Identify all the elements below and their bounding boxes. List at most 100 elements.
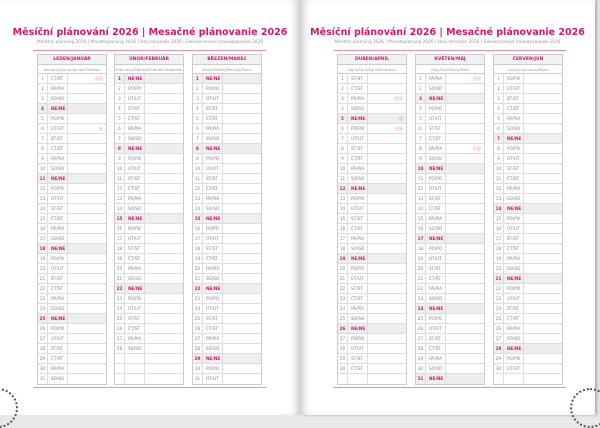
day-row[interactable]: 10 ÚT/UT [193,164,261,174]
day-row[interactable]: 21 NE/NE [494,274,562,284]
day-row[interactable]: 30 PO/PO [193,364,261,374]
day-row[interactable]: 1 PO/PO [494,74,562,84]
day-row[interactable]: 5 ÚT/UT [416,114,484,124]
day-row[interactable]: 5 ČT/ŠT [115,114,183,124]
day-row[interactable]: 22 PO/PO [494,284,562,294]
day-row[interactable]: 3 ST/ST [494,94,562,104]
day-row[interactable] [115,364,183,374]
day-row[interactable]: 9 ÚT/UT [494,154,562,164]
day-row[interactable]: 6 PÁ/PIA [115,124,183,134]
day-row[interactable]: 27 ÚT/UT [38,334,106,344]
day-row[interactable]: 28 SO/SO [115,344,183,354]
day-row[interactable]: 16 PÁ/PIA [38,224,106,234]
day-row[interactable]: 4 ČT/ŠT [494,104,562,114]
day-row[interactable]: 28 ÚT/UT [338,344,406,354]
day-row[interactable] [338,374,406,384]
day-row[interactable]: 17 SO/SO [38,234,106,244]
day-row[interactable]: 17 ÚT/UT [115,234,183,244]
day-row[interactable]: 22 ČT/ŠT [38,284,106,294]
day-row[interactable]: 8 PÁ/PIA ⓒⓢ [416,144,484,154]
day-row[interactable]: 8 ST/ST [338,144,406,154]
day-row[interactable]: 1 NE/NE [193,74,261,84]
day-row[interactable]: 29 PO/PO [494,354,562,364]
day-row[interactable]: 1 NE/NE [115,74,183,84]
day-row[interactable]: 24 NE/NE [416,304,484,314]
day-row[interactable]: 10 NE/NE [416,164,484,174]
day-row[interactable]: 15 PO/PO [494,214,562,224]
day-row[interactable]: 12 PO/PO [38,184,106,194]
day-row[interactable]: 20 PÁ/PIA [193,264,261,274]
day-row[interactable]: 8 PO/PO [494,144,562,154]
day-row[interactable]: 9 PÁ/PIA [38,154,106,164]
day-row[interactable]: 13 PÁ/PIA [193,194,261,204]
day-row[interactable]: 20 ÚT/UT [38,264,106,274]
day-row[interactable]: 6 ÚT/UT ⓢ [38,124,106,134]
day-row[interactable]: 7 SO/SO [115,134,183,144]
day-row[interactable]: 13 ST/ST [416,194,484,204]
day-row[interactable]: 30 PÁ/PIA [38,364,106,374]
day-row[interactable]: 21 ČT/ŠT [416,274,484,284]
day-row[interactable]: 15 NE/NE [193,214,261,224]
day-row[interactable]: 14 ST/ST [38,204,106,214]
day-row[interactable]: 24 ST/ST [494,304,562,314]
day-row[interactable]: 19 NE/NE [338,254,406,264]
day-row[interactable]: 20 SO/SO [494,264,562,274]
day-row[interactable]: 9 PO/PO [193,154,261,164]
day-row[interactable]: 31 ÚT/UT [193,374,261,384]
day-row[interactable]: 21 ÚT/UT [338,274,406,284]
day-row[interactable]: 29 NE/NE [193,354,261,364]
day-row[interactable]: 25 NE/NE [38,314,106,324]
day-row[interactable]: 18 ST/ST [115,244,183,254]
day-row[interactable]: 21 SO/SO [115,274,183,284]
day-row[interactable]: 16 ÚT/UT [494,224,562,234]
day-row[interactable]: 4 ST/ST [193,104,261,114]
day-row[interactable]: 25 SO/SO [338,314,406,324]
day-row[interactable]: 19 PO/PO [38,254,106,264]
day-row[interactable]: 27 PÁ/PIA [193,334,261,344]
day-row[interactable]: 25 ST/ST [115,314,183,324]
day-row[interactable]: 17 ÚT/UT [193,234,261,244]
day-row[interactable]: 23 PO/PO [115,294,183,304]
day-row[interactable]: 1 PÁ/PIA ⓒⓢ [416,74,484,84]
day-row[interactable]: 24 ÚT/UT [115,304,183,314]
day-row[interactable]: 10 PÁ/PIA [338,164,406,174]
day-row[interactable]: 3 SO/SO [38,94,106,104]
day-row[interactable]: 2 ČT/ŠT [338,84,406,94]
day-row[interactable]: 27 ST/ST [416,334,484,344]
day-row[interactable]: 5 NE/NE ⓢ [338,114,406,124]
day-row[interactable]: 11 NE/NE [38,174,106,184]
day-row[interactable]: 27 PO/PO [338,334,406,344]
day-row[interactable]: 13 ÚT/UT [38,194,106,204]
day-row[interactable]: 18 NE/NE [38,244,106,254]
day-row[interactable]: 14 SO/SO [193,204,261,214]
day-row[interactable]: 18 ST/ST [193,244,261,254]
day-row[interactable]: 3 NE/NE [416,94,484,104]
day-row[interactable]: 23 ÚT/UT [494,294,562,304]
day-row[interactable]: 14 ÚT/UT [338,204,406,214]
day-row[interactable]: 15 ČT/ŠT [38,214,106,224]
day-row[interactable]: 8 ČT/ŠT [38,144,106,154]
day-row[interactable]: 25 ST/ST [193,314,261,324]
day-row[interactable]: 26 ČT/ŠT [115,324,183,334]
day-row[interactable]: 26 PÁ/PIA [494,324,562,334]
day-row[interactable]: 16 SO/SO [416,224,484,234]
day-row[interactable]: 13 SO/SO [494,194,562,204]
day-row[interactable]: 5 PÁ/PIA [494,114,562,124]
day-row[interactable]: 7 SO/SO [193,134,261,144]
day-row[interactable] [115,354,183,364]
day-row[interactable]: 14 ČT/ŠT [416,204,484,214]
day-row[interactable]: 12 NE/NE [338,184,406,194]
day-row[interactable]: 11 SO/SO [338,174,406,184]
day-row[interactable]: 20 PO/PO [338,264,406,274]
day-row[interactable]: 10 SO/SO [38,164,106,174]
day-row[interactable]: 24 ÚT/UT [193,304,261,314]
day-row[interactable]: 15 PÁ/PIA [416,214,484,224]
day-row[interactable]: 25 PO/PO [416,314,484,324]
day-row[interactable]: 21 SO/SO [193,274,261,284]
day-row[interactable]: 11 ST/ST [115,174,183,184]
day-row[interactable]: 13 PO/PO [338,194,406,204]
day-row[interactable]: 7 ÚT/UT [338,134,406,144]
day-row[interactable]: 11 ST/ST [193,174,261,184]
day-row[interactable]: 5 PO/PO [38,114,106,124]
day-row[interactable]: 11 ČT/ŠT [494,174,562,184]
